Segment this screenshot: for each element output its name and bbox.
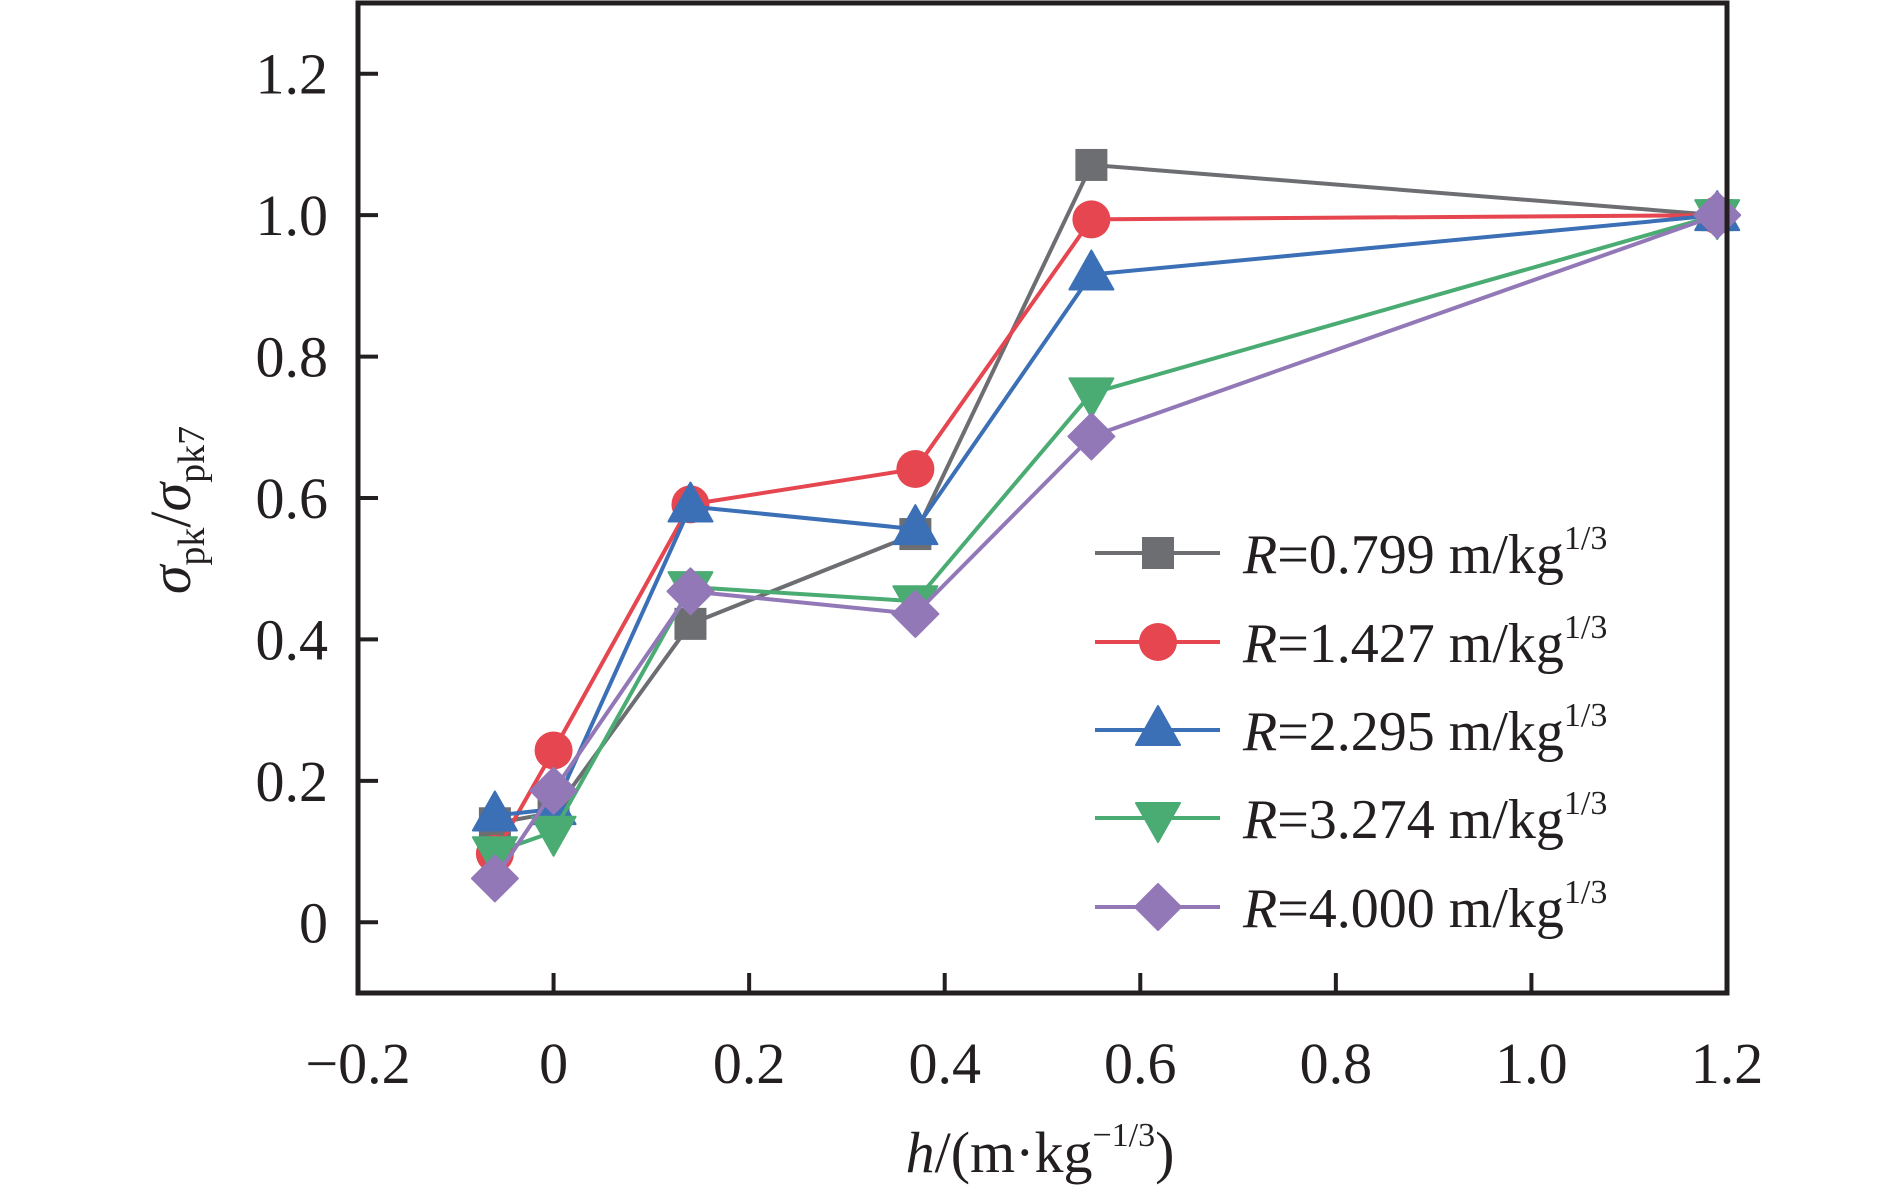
- data-point: [892, 504, 939, 546]
- y-axis-num-sub: pk: [171, 528, 213, 566]
- y-tick-label: 0.2: [256, 749, 329, 814]
- data-point: [530, 815, 577, 857]
- y-tick-label: 0: [299, 890, 328, 955]
- data-point: [1072, 200, 1111, 239]
- legend-value: =3.274 m/kg: [1277, 789, 1564, 851]
- x-axis-unit-close: ): [1155, 1120, 1174, 1185]
- y-axis: 0 0.2 0.4 0.6 0.8 1.0 1.2: [256, 42, 378, 955]
- legend-value: =1.427 m/kg: [1277, 613, 1564, 675]
- legend-value: =2.295 m/kg: [1277, 701, 1564, 763]
- legend-exponent: 1/3: [1564, 697, 1607, 734]
- x-tick-label: 0: [539, 1031, 568, 1096]
- legend-marker: [1135, 802, 1181, 843]
- legend-item: R=4.000 m/kg1/3: [1095, 874, 1607, 940]
- series-5: [470, 191, 1742, 903]
- data-point: [470, 854, 519, 903]
- x-tick-label: 0.8: [1300, 1031, 1373, 1096]
- x-axis-unit-exponent: −1/3: [1092, 1117, 1155, 1154]
- y-axis-sep: /: [138, 511, 203, 528]
- legend-exponent: 1/3: [1564, 609, 1607, 646]
- legend-marker: [1134, 883, 1182, 931]
- y-tick-label: 0.4: [256, 607, 329, 672]
- data-point: [1075, 148, 1108, 181]
- series-4: [471, 199, 1741, 878]
- x-axis-unit: /(m·kg: [935, 1120, 1093, 1185]
- legend-marker: [1135, 705, 1181, 746]
- x-axis-title: h/(m·kg−1/3): [906, 1117, 1175, 1185]
- series-layer: [470, 148, 1742, 903]
- y-tick-label: 0.6: [256, 466, 329, 531]
- data-point: [471, 790, 518, 832]
- y-axis-title: σpk/σpk7: [138, 426, 213, 594]
- data-point: [666, 567, 715, 616]
- data-point: [1067, 412, 1116, 461]
- series-line: [493, 213, 1718, 855]
- legend: R=0.799 m/kg1/3R=1.427 m/kg1/3R=2.295 m/…: [1095, 520, 1607, 940]
- data-point: [534, 731, 573, 770]
- legend-exponent: 1/3: [1564, 874, 1607, 911]
- y-tick-label: 1.0: [256, 183, 329, 248]
- data-point: [1068, 249, 1115, 291]
- x-tick-label: 1.2: [1691, 1031, 1764, 1096]
- x-tick-label: 0.4: [908, 1031, 981, 1096]
- y-axis-num-symbol: σ: [138, 563, 203, 594]
- legend-value: =4.000 m/kg: [1277, 878, 1564, 940]
- legend-marker: [1142, 537, 1174, 569]
- y-axis-den-sub: pk7: [171, 426, 213, 483]
- x-tick-label: 0.2: [713, 1031, 786, 1096]
- data-point: [891, 589, 940, 638]
- data-point: [667, 481, 714, 523]
- legend-label: R=4.000 m/kg1/3: [1242, 874, 1607, 940]
- legend-var: R: [1242, 524, 1277, 586]
- x-tick-label: 0.6: [1104, 1031, 1177, 1096]
- y-axis-den-symbol: σ: [138, 480, 203, 511]
- legend-item: R=0.799 m/kg1/3: [1095, 520, 1607, 586]
- legend-label: R=3.274 m/kg1/3: [1242, 785, 1607, 851]
- legend-marker: [1139, 623, 1177, 661]
- data-point: [896, 450, 935, 489]
- legend-var: R: [1242, 613, 1277, 675]
- legend-label: R=1.427 m/kg1/3: [1242, 609, 1607, 675]
- x-axis: −0.2 0 0.2 0.4 0.6 0.8 1.0 1.2: [305, 973, 1763, 1096]
- legend-item: R=3.274 m/kg1/3: [1095, 785, 1607, 851]
- legend-item: R=1.427 m/kg1/3: [1095, 609, 1607, 675]
- x-tick-label: 1.0: [1495, 1031, 1568, 1096]
- y-tick-label: 1.2: [256, 42, 329, 107]
- x-tick-label: −0.2: [305, 1031, 410, 1096]
- data-point: [529, 766, 578, 815]
- legend-item: R=2.295 m/kg1/3: [1095, 697, 1607, 763]
- data-point: [1693, 191, 1742, 240]
- legend-exponent: 1/3: [1564, 785, 1607, 822]
- legend-exponent: 1/3: [1564, 520, 1607, 557]
- legend-label: R=0.799 m/kg1/3: [1242, 520, 1607, 586]
- y-tick-label: 0.8: [256, 325, 329, 390]
- legend-label: R=2.295 m/kg1/3: [1242, 697, 1607, 763]
- legend-var: R: [1242, 789, 1277, 851]
- legend-value: =0.799 m/kg: [1277, 524, 1564, 586]
- x-axis-var: h: [906, 1120, 935, 1185]
- legend-var: R: [1242, 701, 1277, 763]
- legend-var: R: [1242, 878, 1277, 940]
- data-point: [1068, 377, 1115, 419]
